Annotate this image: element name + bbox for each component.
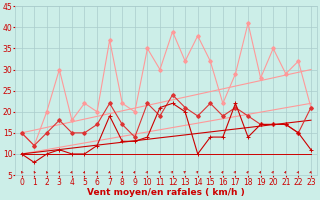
X-axis label: Vent moyen/en rafales ( km/h ): Vent moyen/en rafales ( km/h ) <box>87 188 245 197</box>
